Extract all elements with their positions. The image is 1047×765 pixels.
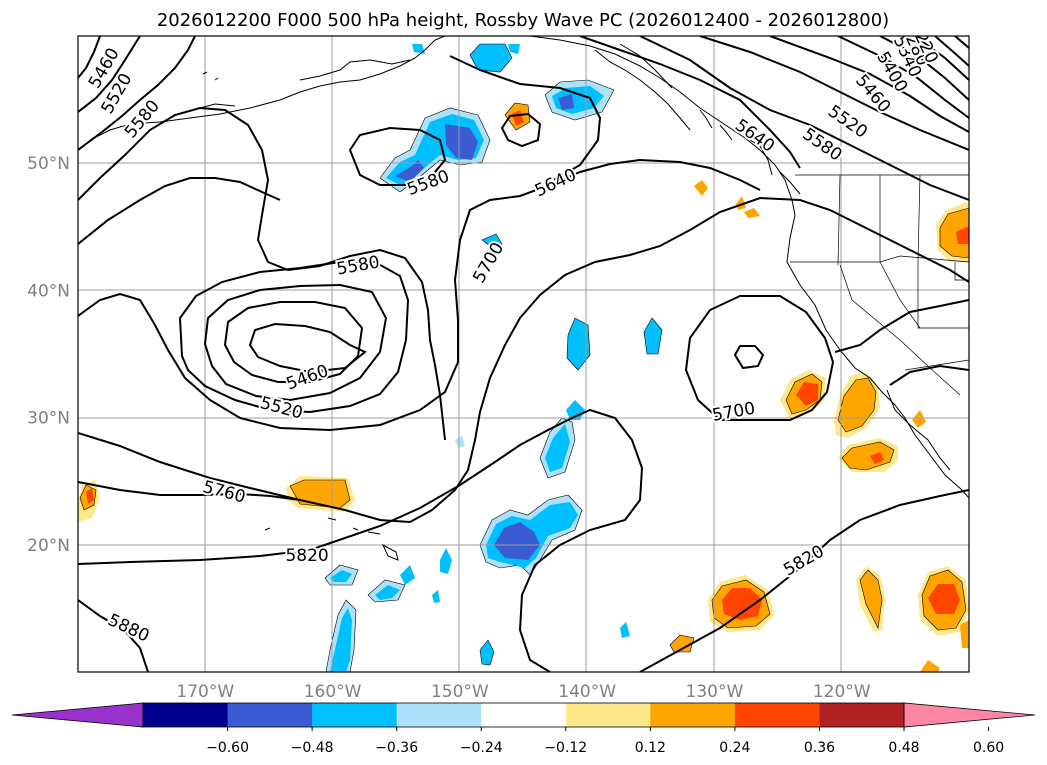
colorbar-tick-label: −0.12: [544, 740, 587, 756]
lon-tick-label: 160°W: [304, 682, 362, 702]
colorbar-swatch: [481, 703, 567, 727]
borders: [790, 174, 969, 396]
lon-tick-label: 150°W: [431, 682, 489, 702]
anomaly-shading: [78, 43, 969, 672]
colorbar-swatch: [819, 703, 905, 727]
colorbar-swatch: [396, 703, 482, 727]
lat-tick-label: 40°N: [27, 281, 70, 301]
map-frame: [77, 35, 970, 673]
chart-title: 2026012200 F000 500 hPa height, Rossby W…: [157, 10, 889, 31]
colorbar-tick-label: −0.48: [291, 740, 334, 756]
colorbar-swatch: [565, 703, 651, 727]
lat-tick-label: 50°N: [27, 154, 70, 174]
colorbar-swatch: [734, 703, 820, 727]
lon-tick-label: 130°W: [686, 682, 744, 702]
colorbar-extend-high: [903, 702, 1036, 728]
colorbar-outline: [142, 702, 905, 728]
coastlines: [89, 36, 969, 561]
colorbar-tick-label: −0.24: [460, 740, 503, 756]
map-background: [78, 36, 969, 672]
contour-label: 5820: [285, 546, 328, 566]
lat-tick-label: 20°N: [27, 536, 70, 556]
colorbar-tick-label: 0.24: [719, 740, 750, 756]
colorbar-extend-low: [11, 702, 144, 728]
positive-anomaly-subtropics: [78, 180, 969, 672]
colorbar-tick-label: −0.36: [375, 740, 418, 756]
colorbar-swatch: [312, 703, 398, 727]
colorbar-swatch: [227, 703, 313, 727]
lon-tick-label: 120°W: [813, 682, 871, 702]
lon-axis-labels: 170°W 160°W 150°W 140°W 130°W 120°W: [176, 682, 870, 702]
gridlines: [78, 36, 969, 672]
colorbar-tick-label: 0.48: [888, 740, 919, 756]
lon-tick-label: 170°W: [176, 682, 234, 702]
colorbar-tick-label: −0.60: [206, 740, 249, 756]
colorbar-tick-label: 0.60: [973, 740, 1004, 756]
lat-axis-labels: 50°N 40°N 30°N 20°N: [27, 154, 70, 556]
colorbar: −0.60 −0.48 −0.36 −0.24 −0.12 0.12 0.24 0.36 0.4…: [11, 702, 1036, 756]
colorbar-swatch: [650, 703, 736, 727]
height-contours: [78, 36, 969, 672]
lon-tick-label: 140°W: [558, 682, 616, 702]
colorbar-tick-label: 0.36: [804, 740, 835, 756]
lat-tick-label: 30°N: [27, 409, 70, 429]
colorbar-tick-label: 0.12: [635, 740, 666, 756]
negative-anomaly-midpacific: [324, 233, 663, 672]
colorbar-swatch: [143, 703, 229, 727]
